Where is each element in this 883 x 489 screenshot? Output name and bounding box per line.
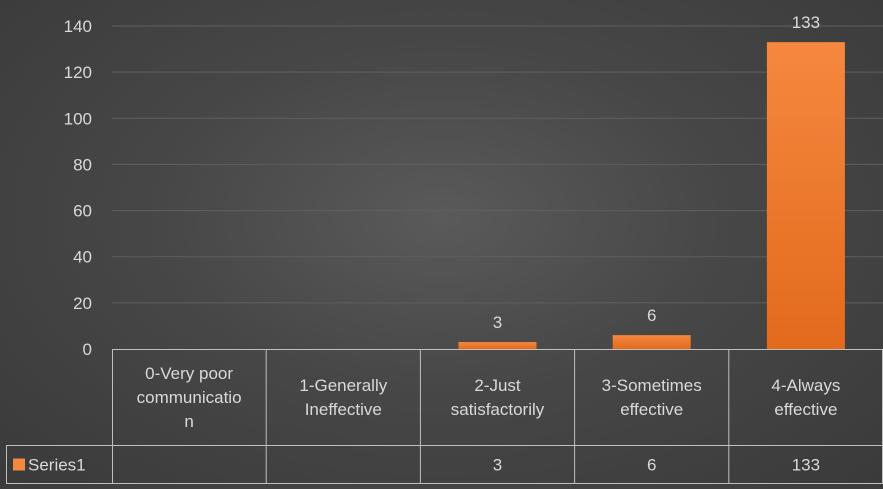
y-tick-label-20: 20 — [73, 294, 92, 313]
category-label-line: 4-Always — [771, 376, 840, 395]
category-label-line: 3-Sometimes — [602, 376, 702, 395]
category-label-3: 3-Sometimes effective — [602, 376, 702, 419]
y-tick-label-100: 100 — [64, 109, 92, 128]
category-label-line: effective — [774, 400, 837, 419]
category-label-2: 2-Just satisfactorily — [451, 376, 545, 419]
category-label-line: satisfactorily — [451, 400, 545, 419]
y-tick-label-40: 40 — [73, 248, 92, 267]
data-label-4: 133 — [792, 13, 820, 32]
category-label-line: 0-Very poor — [145, 364, 233, 383]
table-value-4: 133 — [792, 456, 820, 475]
category-label-line: effective — [620, 400, 683, 419]
data-label-2: 3 — [493, 313, 502, 332]
category-label-1: 1-Generally Ineffective — [299, 376, 387, 419]
category-label-line: n — [184, 412, 193, 431]
y-tick-label-80: 80 — [73, 155, 92, 174]
table-value-3: 6 — [647, 456, 656, 475]
y-tick-label-60: 60 — [73, 202, 92, 221]
bar-3 — [612, 335, 691, 349]
category-label-4: 4-Always effective — [771, 376, 840, 419]
category-label-0: 0-Very poor communicatio n — [137, 364, 242, 431]
category-label-line: Ineffective — [305, 400, 382, 419]
category-label-line: 1-Generally — [299, 376, 387, 395]
bar-2 — [458, 342, 537, 349]
y-tick-label-140: 140 — [64, 17, 92, 36]
y-tick-label-0: 0 — [83, 340, 92, 359]
table-value-2: 3 — [493, 456, 502, 475]
category-label-line: 2-Just — [474, 376, 521, 395]
category-label-line: communicatio — [137, 388, 242, 407]
legend-swatch-series1 — [13, 458, 25, 471]
data-label-3: 6 — [647, 306, 656, 325]
y-tick-label-120: 120 — [64, 63, 92, 82]
bar-4 — [766, 42, 845, 350]
legend-label-series1: Series1 — [28, 456, 86, 475]
